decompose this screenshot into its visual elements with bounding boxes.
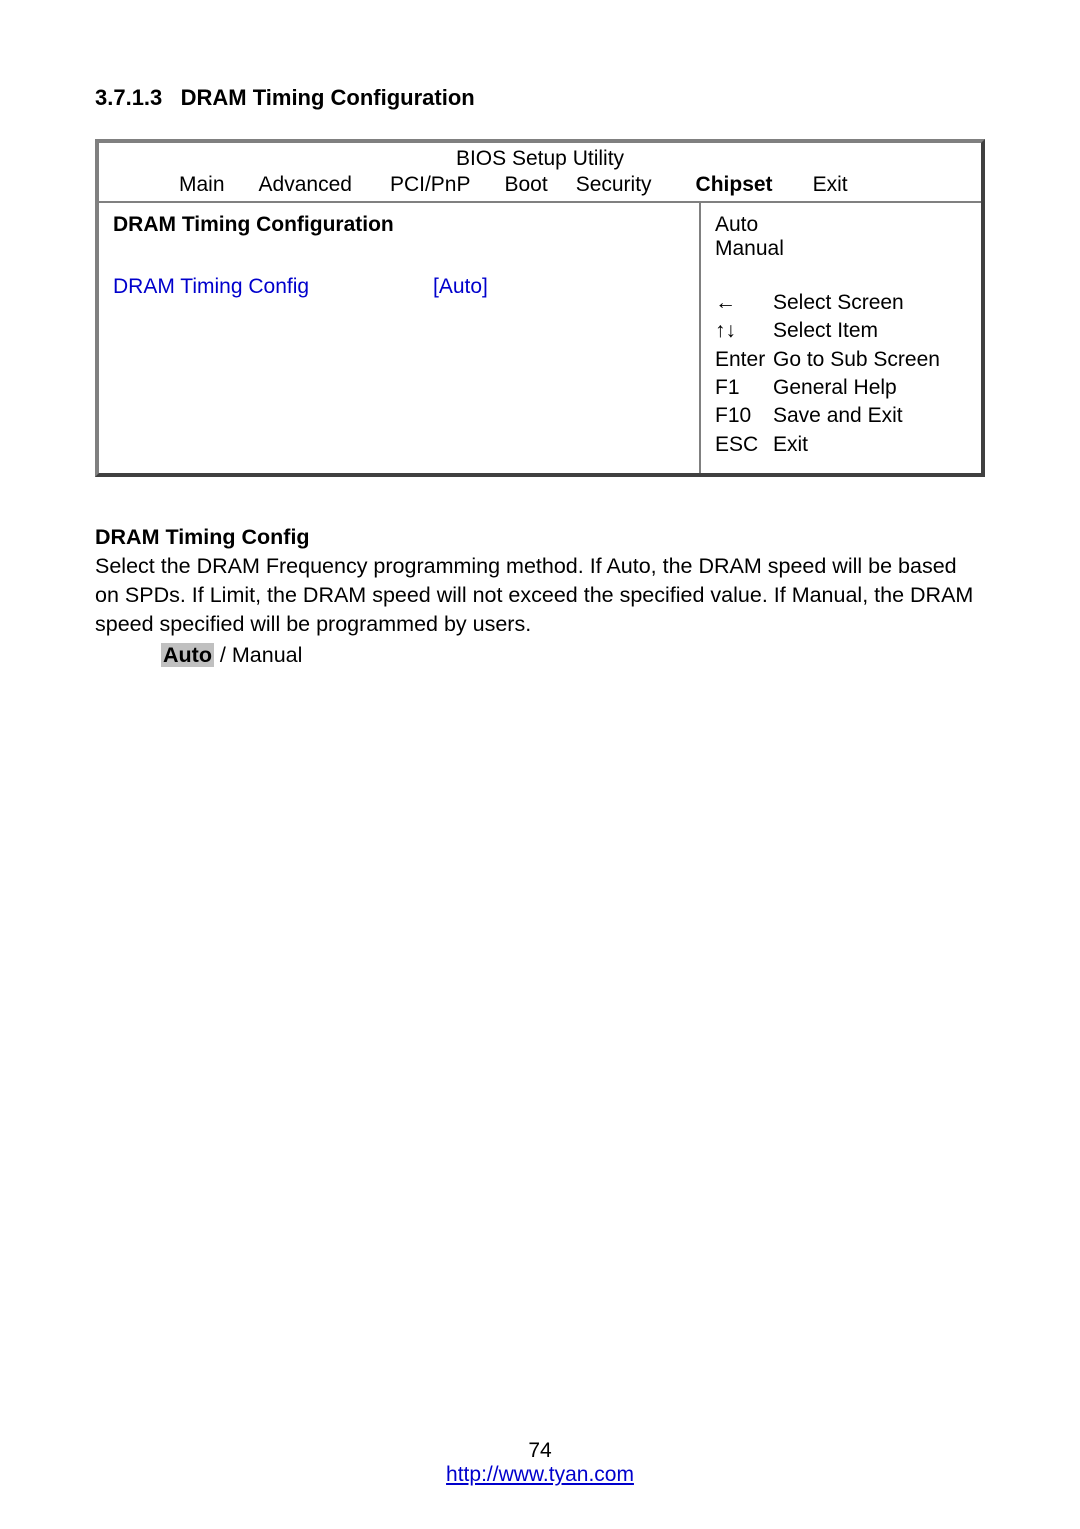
description-title: DRAM Timing Config xyxy=(95,523,985,552)
tab-pcipnp[interactable]: PCI/PnP xyxy=(382,173,479,197)
footer-link[interactable]: http://www.tyan.com xyxy=(446,1463,634,1486)
option-default: Auto xyxy=(161,643,214,667)
bios-tab-bar: Main Advanced PCI/PnP Boot Security Chip… xyxy=(99,173,981,201)
nav-desc: Select Item xyxy=(773,317,878,345)
updown-arrow-icon: ↑↓ xyxy=(715,317,773,345)
nav-desc: Exit xyxy=(773,431,808,459)
bios-option-auto: Auto xyxy=(715,213,967,237)
nav-row-f1: F1 General Help xyxy=(715,374,967,402)
page-footer: 74 http://www.tyan.com xyxy=(0,1439,1080,1487)
nav-desc: General Help xyxy=(773,374,897,402)
tab-advanced[interactable]: Advanced xyxy=(251,173,360,197)
nav-key-enter: Enter xyxy=(715,346,773,374)
bios-header-title: BIOS Setup Utility xyxy=(99,143,981,173)
bios-option-manual: Manual xyxy=(715,237,967,261)
nav-row-esc: ESC Exit xyxy=(715,431,967,459)
tab-exit[interactable]: Exit xyxy=(805,173,856,197)
description-options: Auto / Manual xyxy=(95,641,985,670)
tab-security[interactable]: Security xyxy=(568,173,660,197)
section-title: DRAM Timing Configuration xyxy=(181,85,475,110)
nav-desc: Go to Sub Screen xyxy=(773,346,940,374)
bios-left-panel: DRAM Timing Configuration DRAM Timing Co… xyxy=(99,203,701,473)
nav-key-f1: F1 xyxy=(715,374,773,402)
description-block: DRAM Timing Config Select the DRAM Frequ… xyxy=(95,523,985,670)
bios-right-panel: Auto Manual ← Select Screen ↑↓ Select It… xyxy=(701,203,981,473)
nav-row-select-screen: ← Select Screen xyxy=(715,289,967,317)
nav-desc: Save and Exit xyxy=(773,402,903,430)
nav-desc: Select Screen xyxy=(773,289,904,317)
nav-row-select-item: ↑↓ Select Item xyxy=(715,317,967,345)
page-number: 74 xyxy=(0,1439,1080,1463)
section-number: 3.7.1.3 xyxy=(95,85,162,110)
nav-key-esc: ESC xyxy=(715,431,773,459)
document-page: 3.7.1.3 DRAM Timing Configuration BIOS S… xyxy=(0,0,1080,1529)
left-arrow-icon: ← xyxy=(715,289,773,317)
nav-row-f10: F10 Save and Exit xyxy=(715,402,967,430)
bios-panel-title: DRAM Timing Configuration xyxy=(113,213,685,237)
tab-boot[interactable]: Boot xyxy=(496,173,555,197)
bios-setup-utility-box: BIOS Setup Utility Main Advanced PCI/PnP… xyxy=(95,139,985,477)
bios-item-label: DRAM Timing Config xyxy=(113,275,433,299)
bios-body: DRAM Timing Configuration DRAM Timing Co… xyxy=(99,201,981,473)
nav-row-enter: Enter Go to Sub Screen xyxy=(715,346,967,374)
description-body: Select the DRAM Frequency programming me… xyxy=(95,552,985,639)
bios-item-dram-timing-config[interactable]: DRAM Timing Config [Auto] xyxy=(113,275,685,299)
section-heading: 3.7.1.3 DRAM Timing Configuration xyxy=(95,85,985,111)
tab-main[interactable]: Main xyxy=(171,173,233,197)
tab-chipset[interactable]: Chipset xyxy=(688,173,781,197)
nav-key-f10: F10 xyxy=(715,402,773,430)
bios-nav-keys: ← Select Screen ↑↓ Select Item Enter Go … xyxy=(715,289,967,459)
option-sep: / xyxy=(214,643,232,667)
bios-item-value: [Auto] xyxy=(433,275,488,299)
option-other: Manual xyxy=(232,643,303,667)
